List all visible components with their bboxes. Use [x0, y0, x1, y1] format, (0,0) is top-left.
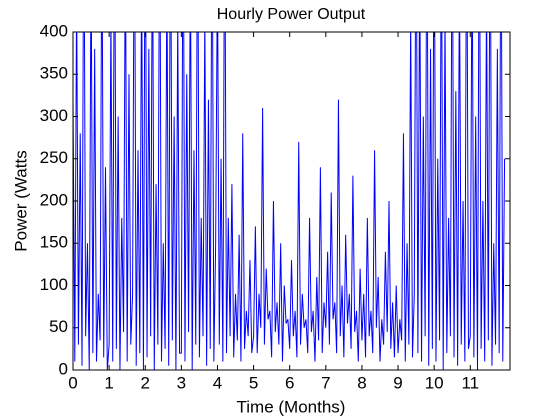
y-tick-label: 350 [40, 64, 68, 83]
x-tick-label: 5 [249, 373, 258, 392]
y-tick-label: 300 [40, 106, 68, 125]
y-tick-label: 250 [40, 148, 68, 167]
x-tick-label: 8 [357, 373, 366, 392]
x-tick-label: 9 [393, 373, 402, 392]
y-tick-label: 200 [40, 190, 68, 209]
y-tick-label: 0 [59, 359, 68, 378]
x-tick-label: 1 [104, 373, 113, 392]
y-tick-label: 400 [40, 21, 68, 40]
x-tick-label: 2 [140, 373, 149, 392]
x-tick-label: 11 [461, 373, 479, 392]
x-tick-label: 7 [321, 373, 330, 392]
chart-title: Hourly Power Output [217, 6, 366, 23]
y-tick-label: 100 [40, 275, 68, 294]
y-axis-label: Power (Watts [11, 150, 30, 251]
x-tick-label: 6 [285, 373, 294, 392]
y-tick-label: 150 [40, 233, 68, 252]
x-tick-label: 0 [68, 373, 77, 392]
plot-area [73, 32, 506, 370]
x-tick-label: 3 [177, 373, 186, 392]
x-axis-label: Time (Months) [237, 397, 346, 416]
x-tick-label: 10 [425, 373, 444, 392]
y-tick-label: 50 [49, 317, 68, 336]
x-tick-label: 4 [213, 373, 222, 392]
data-line [73, 32, 506, 370]
